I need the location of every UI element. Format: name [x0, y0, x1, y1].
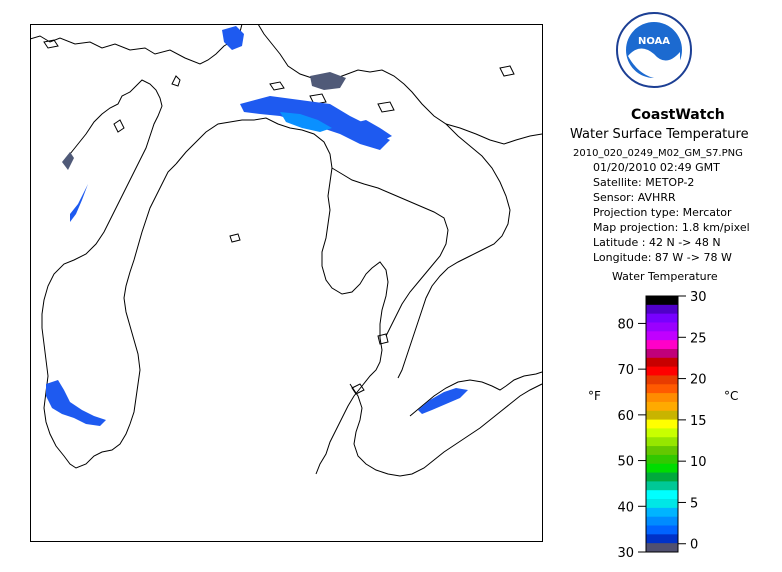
scale-swatch: [646, 499, 678, 509]
scale-swatch: [646, 366, 678, 376]
ice-patch-michigan-south: [46, 380, 106, 426]
scale-swatch: [646, 304, 678, 315]
product-title: Water Surface Temperature: [570, 127, 749, 142]
island-4: [351, 383, 365, 395]
scale-color-bars: [645, 295, 679, 553]
scale-swatch: [646, 454, 678, 465]
scale-swatch: [646, 410, 678, 421]
scale-swatch: [646, 401, 678, 412]
noaa-logo-icon: NOAA: [616, 12, 692, 88]
image-filename: 2010_020_0249_M02_GM_S7.PNG: [573, 148, 743, 159]
lake-small-2: [309, 93, 327, 105]
scale-swatch: [646, 428, 678, 438]
f-tick-label: 40: [617, 500, 634, 515]
coastline-superior-west: [30, 24, 243, 65]
lake-small-4: [499, 65, 515, 77]
coastline-superior-east: [257, 24, 543, 145]
scale-swatch: [646, 322, 678, 332]
map-panel: [30, 24, 543, 542]
scale-swatch: [646, 507, 678, 518]
scale-frame: [645, 295, 679, 553]
coastline-michigan-peninsula: [175, 117, 389, 475]
island-1: [171, 75, 181, 87]
scale-swatch: [646, 490, 678, 500]
meta-latitude: Latitude : 42 N -> 48 N: [593, 236, 721, 249]
f-tick-label: 80: [617, 317, 634, 332]
scale-swatch: [646, 331, 678, 341]
meta-satellite: Satellite: METOP-2: [593, 176, 695, 189]
scale-swatch: [646, 446, 678, 456]
c-tick-label: 15: [690, 414, 707, 429]
coastline-huron-east: [397, 123, 511, 379]
c-tick-label: 20: [690, 373, 707, 388]
c-tick-label: 10: [690, 455, 707, 470]
coastline-erie-north: [409, 371, 543, 417]
celsius-unit: °C: [724, 389, 738, 403]
c-tick-label: 30: [690, 290, 707, 305]
scale-title: Water Temperature: [612, 270, 718, 283]
ice-patch-topleft: [222, 26, 244, 50]
f-tick-label: 60: [617, 409, 634, 424]
scale-swatch: [646, 348, 678, 359]
meta-projection-type: Projection type: Mercator: [593, 206, 732, 219]
image-datetime: 01/20/2010 02:49 GMT: [593, 161, 720, 174]
c-tick-label: 5: [690, 496, 698, 511]
f-tick-label: 30: [617, 546, 634, 558]
scale-swatch: [646, 437, 678, 447]
noaa-logo-text: NOAA: [638, 36, 670, 47]
scale-swatch: [646, 340, 678, 350]
lake-small-3: [377, 101, 395, 113]
scale-swatch: [646, 393, 678, 403]
ice-patch-erie: [418, 388, 468, 414]
fahrenheit-unit: °F: [588, 389, 601, 403]
island-2: [229, 233, 241, 243]
meta-map-projection: Map projection: 1.8 km/pixel: [593, 221, 750, 234]
scale-swatch: [646, 357, 678, 368]
scale-swatch: [646, 375, 678, 385]
temperature-overlay: [46, 26, 468, 426]
ice-patch-east: [350, 120, 392, 142]
coastline-erie: [349, 383, 543, 477]
scale-swatch: [646, 534, 678, 544]
island-3: [377, 333, 389, 345]
f-tick-label: 70: [617, 363, 634, 378]
c-tick-label: 0: [690, 538, 698, 553]
scale-swatch: [646, 472, 678, 482]
scale-swatch: [646, 481, 678, 491]
meta-sensor: Sensor: AVHRR: [593, 191, 676, 204]
meta-longitude: Longitude: 87 W -> 78 W: [593, 251, 732, 264]
f-tick-label: 50: [617, 455, 634, 470]
scale-swatch: [646, 384, 678, 394]
lake-small-1: [269, 81, 285, 91]
ice-patch-west-dark: [62, 152, 74, 170]
scale-swatch: [646, 463, 678, 474]
scale-swatch: [646, 313, 678, 323]
scale-swatch: [646, 296, 678, 306]
island-5: [113, 119, 125, 133]
coastline-huron-west: [331, 167, 449, 337]
scale-swatch: [646, 516, 678, 527]
scale-swatch: [646, 543, 678, 553]
scale-swatch: [646, 419, 678, 429]
scale-swatch: [646, 525, 678, 535]
c-tick-label: 25: [690, 331, 707, 346]
ice-patch-straits: [280, 112, 332, 132]
ice-patch-superior: [310, 72, 346, 90]
ice-patch-west-shore: [70, 184, 88, 222]
app-title: CoastWatch: [631, 107, 725, 123]
coastlines: [30, 24, 543, 477]
coastline-michigan-west: [41, 79, 177, 469]
lake-small-5: [43, 39, 59, 49]
